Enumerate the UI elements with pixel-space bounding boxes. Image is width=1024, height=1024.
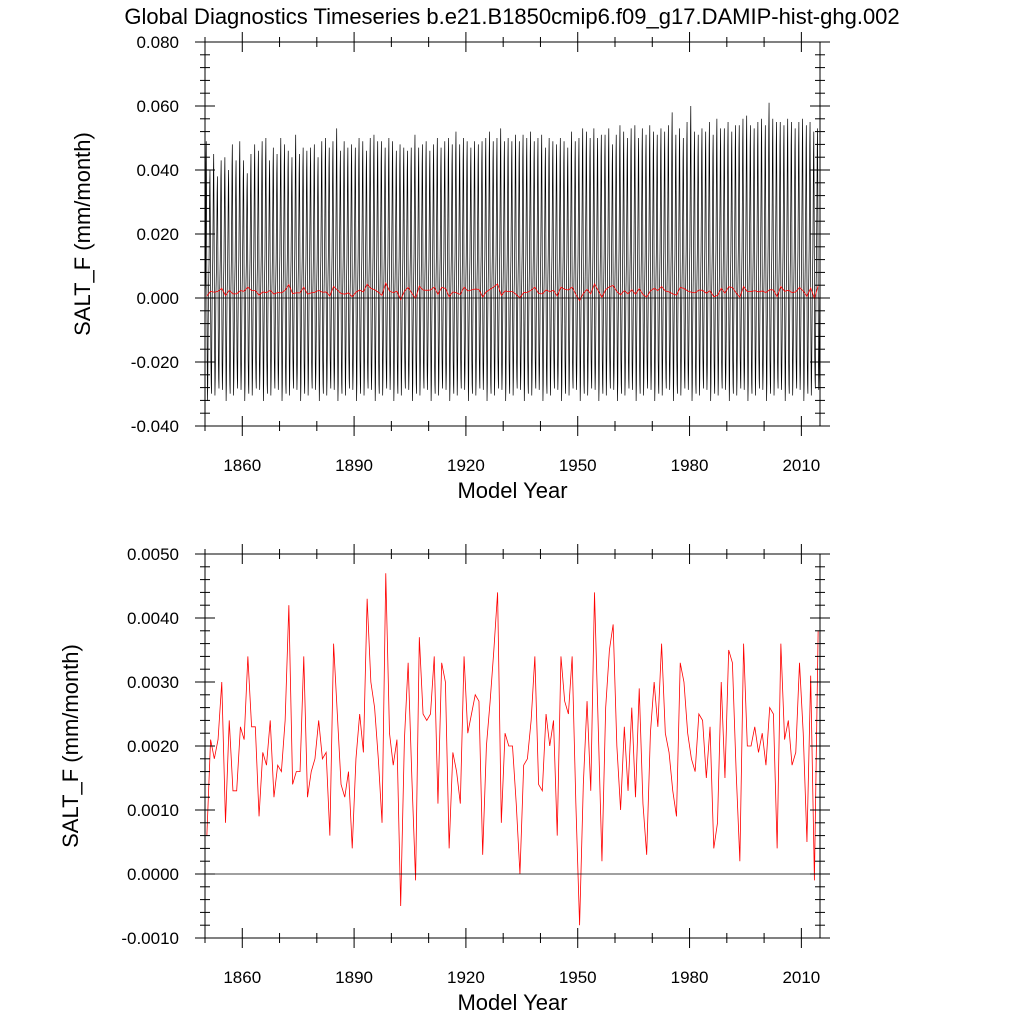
top-x-tick-label: 1920 bbox=[447, 456, 485, 475]
bottom-y-tick-label: 0.0030 bbox=[127, 673, 179, 692]
top-y-tick-label: -0.020 bbox=[131, 353, 179, 372]
bottom-ticks bbox=[195, 544, 830, 948]
top-tick-labels: 1860 1890 1920 1950 1980 2010 -0.040 -0.020 0.00… bbox=[131, 33, 820, 475]
top-panel-series bbox=[205, 102, 820, 402]
top-panel: 1860 1890 1920 1950 1980 2010 -0.040 -0.020 0.00… bbox=[70, 32, 830, 503]
bottom-y-tick-label: 0.0010 bbox=[127, 801, 179, 820]
top-x-tick-label: 1980 bbox=[671, 456, 709, 475]
top-y-tick-label: -0.040 bbox=[131, 417, 179, 436]
top-y-tick-label: 0.080 bbox=[136, 33, 179, 52]
bottom-y-tick-label: -0.0010 bbox=[121, 929, 179, 948]
bottom-y-axis-label: SALT_F (mm/month) bbox=[58, 644, 83, 848]
top-y-tick-label: 0.040 bbox=[136, 161, 179, 180]
top-y-tick-label: 0.000 bbox=[136, 289, 179, 308]
top-x-tick-label: 2010 bbox=[782, 456, 820, 475]
top-y-axis-label: SALT_F (mm/month) bbox=[70, 132, 95, 336]
top-y-tick-label: 0.060 bbox=[136, 97, 179, 116]
top-x-tick-label: 1890 bbox=[335, 456, 373, 475]
bottom-x-tick-label: 1980 bbox=[671, 968, 709, 987]
bottom-y-tick-label: 0.0000 bbox=[127, 865, 179, 884]
top-annual-series-line bbox=[206, 281, 819, 302]
bottom-x-axis-label: Model Year bbox=[457, 990, 567, 1015]
top-monthly-series-line bbox=[205, 102, 820, 402]
bottom-x-tick-label: 1950 bbox=[559, 968, 597, 987]
bottom-y-tick-label: 0.0040 bbox=[127, 609, 179, 628]
bottom-x-tick-label: 1920 bbox=[447, 968, 485, 987]
bottom-annual-series-line bbox=[206, 573, 819, 926]
bottom-y-tick-label: 0.0020 bbox=[127, 737, 179, 756]
bottom-x-tick-label: 1860 bbox=[223, 968, 261, 987]
bottom-tick-labels: 1860 1890 1920 1950 1980 2010 -0.0010 0.0000 0.0… bbox=[121, 545, 820, 987]
figure-title: Global Diagnostics Timeseries b.e21.B185… bbox=[124, 4, 899, 29]
top-y-tick-label: 0.020 bbox=[136, 225, 179, 244]
top-x-axis-label: Model Year bbox=[457, 478, 567, 503]
bottom-x-tick-label: 1890 bbox=[335, 968, 373, 987]
bottom-panel: 1860 1890 1920 1950 1980 2010 -0.0010 0.0000 0.0… bbox=[58, 544, 830, 1015]
top-x-tick-label: 1950 bbox=[559, 456, 597, 475]
bottom-panel-series bbox=[206, 573, 819, 926]
bottom-x-tick-label: 2010 bbox=[782, 968, 820, 987]
top-ticks bbox=[195, 32, 830, 436]
bottom-y-tick-label: 0.0050 bbox=[127, 545, 179, 564]
top-x-tick-label: 1860 bbox=[223, 456, 261, 475]
